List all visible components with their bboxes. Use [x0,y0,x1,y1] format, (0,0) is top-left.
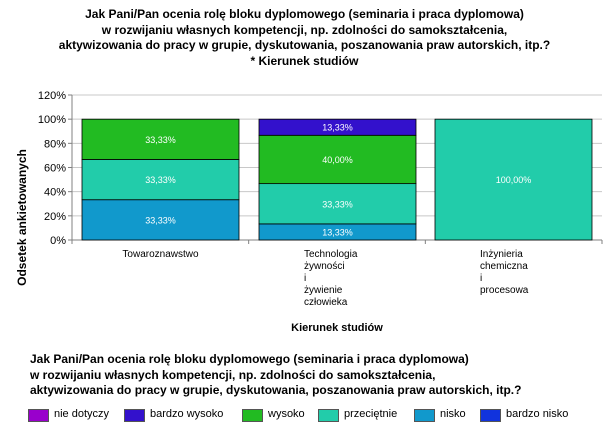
legend-swatch [318,409,339,422]
x-tick-label: żywności [304,261,345,272]
x-tick-label: Inżynieria [480,249,523,260]
x-tick-label: żywienie [304,285,343,296]
y-axis-title: Odsetek ankietowanych [15,149,29,286]
legend-swatch [124,409,145,422]
legend-swatch [242,409,263,422]
bar-segment [258,118,417,136]
legend-swatch [480,409,501,422]
data-label: 33,33% [145,135,176,145]
y-tick-label: 120% [38,90,66,102]
y-tick-label: 60% [44,163,66,175]
legend-label: bardzo wysoko [150,408,224,420]
legend-label: przeciętnie [344,408,398,420]
x-tick-label: i [304,273,306,284]
data-label: 13,33% [322,227,353,237]
chart-title-line: * Kierunek studiów [250,53,359,68]
bar-segment [434,118,593,241]
legend-label: bardzo nisko [506,408,569,420]
x-tick-label: procesowa [480,285,529,296]
legend-title-line: Jak Pani/Pan ocenia rolę bloku dyplomowe… [30,352,469,366]
legend-label: nisko [440,408,466,420]
chart-title: Jak Pani/Pan ocenia rolę bloku dyplomowe… [0,7,609,69]
data-label: 40,00% [322,155,353,165]
data-label: 33,33% [145,215,176,225]
legend-title-line: aktywizowania do pracy w grupie, dyskuto… [30,383,522,397]
x-tick-label: Technologia [304,249,358,260]
bar-segment [258,134,417,185]
bar-segment [81,118,240,160]
legend-label: nie dotyczy [54,408,110,420]
x-axis-title: Kierunek studiów [291,322,383,334]
x-tick-label: człowieka [304,297,348,308]
y-tick-label: 0% [50,235,66,247]
legend-title-line: w rozwijaniu własnych kompetencji, np. z… [30,367,436,382]
y-tick-label: 20% [44,211,66,223]
data-label: 33,33% [322,199,353,209]
bar-segment [258,183,417,225]
data-label: 13,33% [322,123,353,133]
x-tick-label: chemiczna [480,261,528,272]
y-tick-label: 100% [38,114,66,126]
chart-title-line: w rozwijaniu własnych kompetencji, np. z… [101,22,508,37]
data-label: 33,33% [145,175,176,185]
x-tick-label: i [480,273,482,284]
legend-title: Jak Pani/Pan ocenia rolę bloku dyplomowe… [30,352,600,399]
y-tick-label: 40% [44,187,66,199]
legend-swatch [414,409,435,422]
x-tick-label: Towaroznawstwo [122,249,199,260]
chart-title-line: Jak Pani/Pan ocenia rolę bloku dyplomowe… [85,7,524,21]
legend-swatch [28,409,49,422]
bar-segment [81,199,240,241]
y-tick-label: 80% [44,138,66,150]
chart-title-line: aktywizowania do pracy w grupie, dyskuto… [58,38,551,52]
data-label: 100,00% [496,175,532,185]
legend-label: wysoko [268,408,305,420]
